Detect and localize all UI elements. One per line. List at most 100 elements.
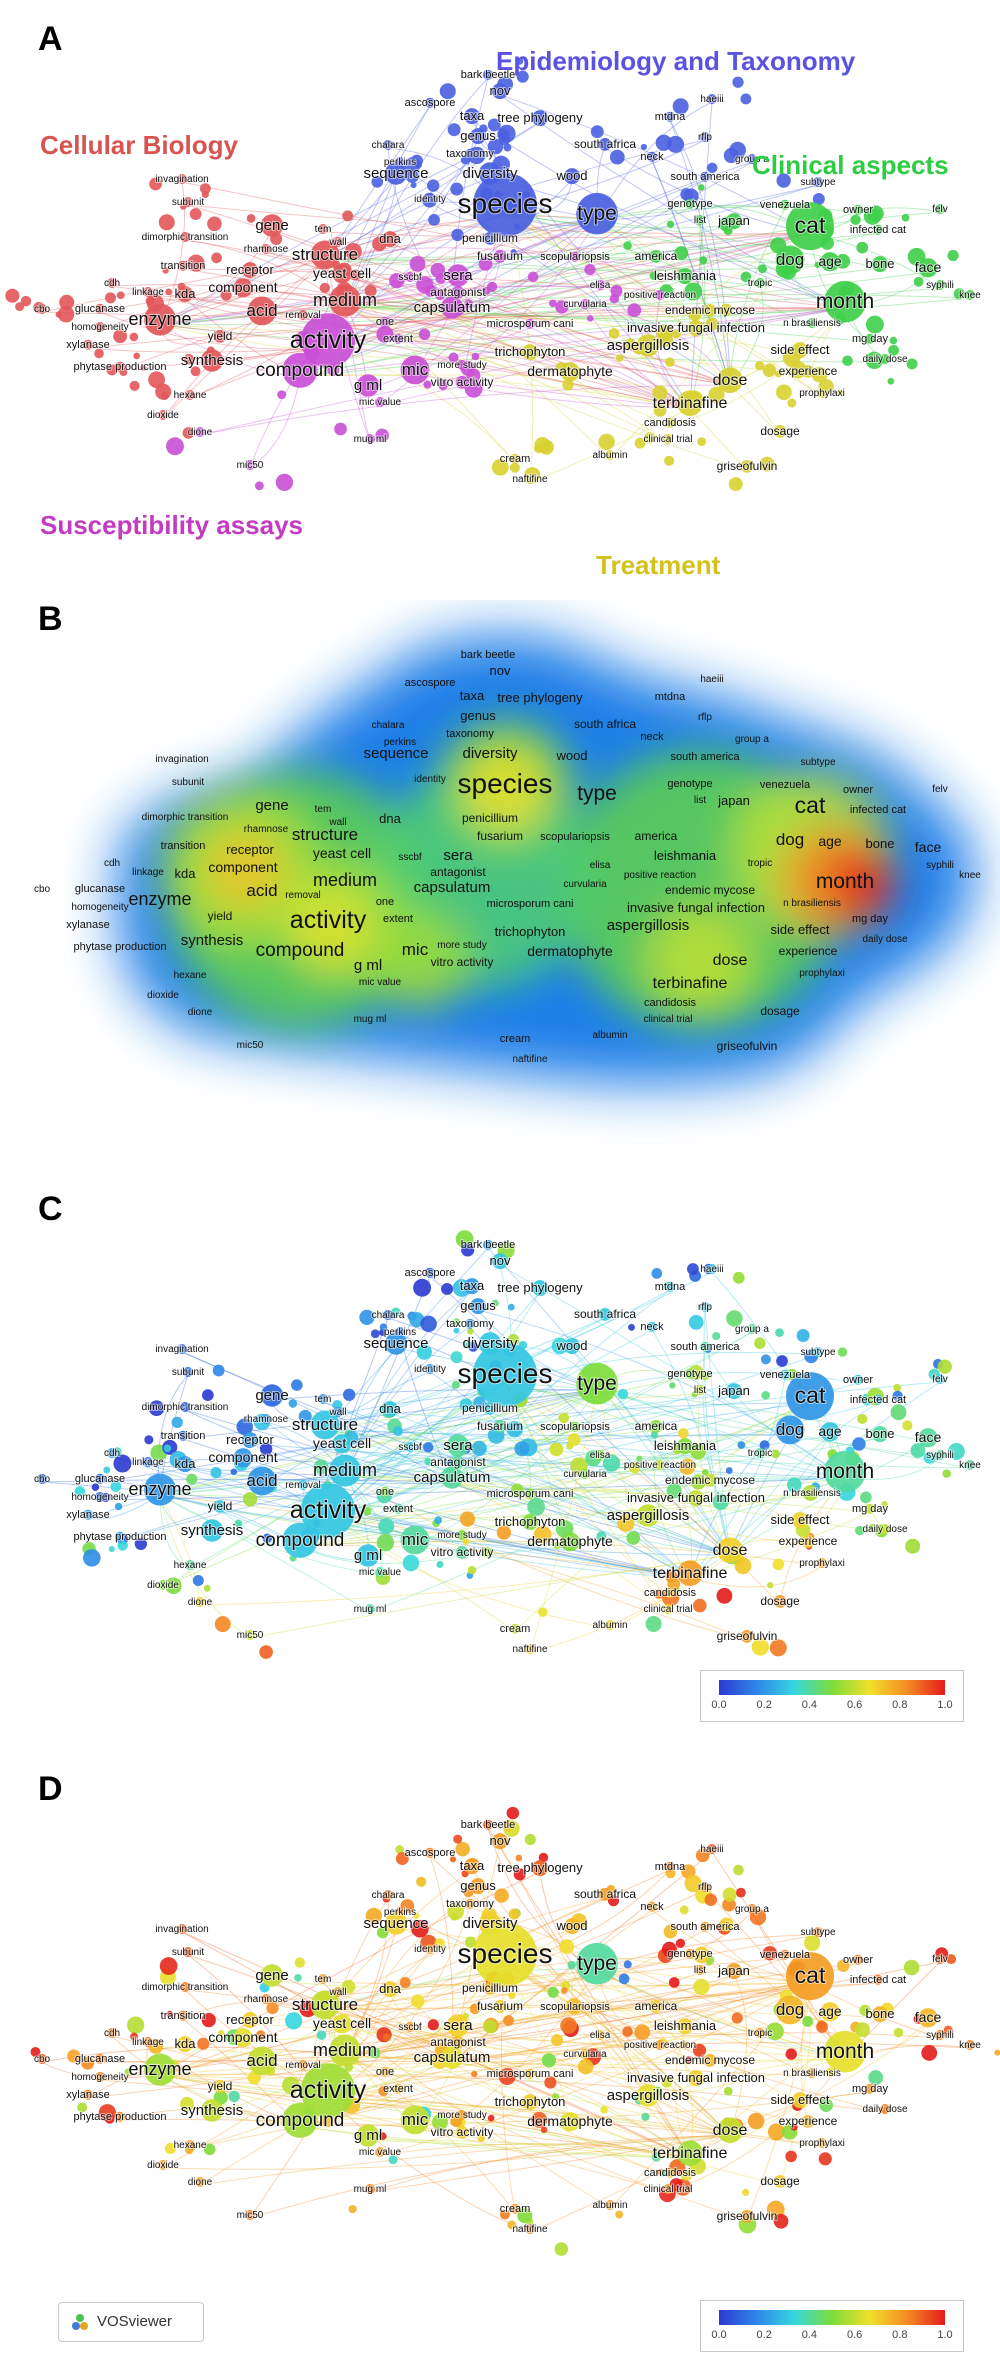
term-label: owner (843, 204, 873, 216)
term-label: more study (437, 1530, 486, 1541)
term-label: haeiii (700, 94, 723, 105)
panel-letter-c: C (38, 1190, 63, 1228)
term-label: medium (313, 870, 377, 890)
term-label: g ml (354, 957, 382, 974)
term-label: dosage (760, 424, 800, 438)
color-scale-tick: 0.8 (892, 1699, 908, 1711)
term-label: transition (161, 840, 206, 852)
term-label: haeiii (700, 1264, 723, 1275)
term-label: south africa (574, 1307, 636, 1321)
term-label: yeast cell (313, 1435, 371, 1451)
term-label: identity (414, 1364, 446, 1375)
term-label: venezuela (760, 1369, 811, 1381)
term-label: bark beetle (461, 1819, 515, 1831)
term-label: antagonist (430, 1455, 486, 1469)
term-label: more study (437, 940, 486, 951)
term-label: extent (383, 1503, 413, 1515)
term-label: taxonomy (446, 728, 494, 740)
term-label: invagination (155, 1924, 208, 1935)
term-label: transition (161, 2010, 206, 2022)
term-label: dna (379, 1981, 401, 1996)
term-label: activity (290, 906, 367, 934)
term-label: n brasiliensis (783, 898, 841, 909)
term-label: endemic mycose (665, 303, 755, 317)
term-label: dimorphic transition (142, 232, 229, 243)
term-label: candidosis (644, 417, 696, 429)
term-label: mic (402, 1530, 429, 1549)
term-label: perkins (384, 1327, 416, 1338)
term-label: knee (959, 870, 981, 881)
term-label: yield (208, 329, 233, 343)
term-label: taxa (460, 108, 485, 123)
term-label: terbinafine (653, 1565, 728, 1582)
term-label: owner (843, 1954, 873, 1966)
term-label: wood (555, 1918, 587, 1933)
term-label: vitro activity (431, 375, 494, 389)
term-label: glucanase (75, 303, 125, 315)
term-label: one (376, 1486, 394, 1498)
term-label: xylanase (66, 2089, 109, 2101)
term-label: kda (175, 1456, 197, 1471)
term-label: rflp (698, 712, 712, 723)
term-label: side effect (770, 922, 829, 937)
term-label: compound (256, 940, 345, 961)
term-label: haeiii (700, 674, 723, 685)
term-label: mg day (852, 1503, 889, 1515)
term-label: synthesis (181, 932, 244, 949)
term-label: antagonist (430, 285, 486, 299)
term-label: sequence (363, 745, 428, 762)
term-label: activity (290, 326, 367, 354)
term-label: leishmania (654, 1438, 717, 1453)
color-scale-tick: 0.8 (892, 2329, 908, 2341)
term-label: owner (843, 1374, 873, 1386)
term-label: side effect (770, 2092, 829, 2107)
term-label: dose (713, 1542, 748, 1559)
term-label: america (635, 249, 678, 263)
term-label: medium (313, 290, 377, 310)
term-label: elisa (590, 860, 611, 871)
term-label: japan (717, 1963, 750, 1978)
term-label: type (577, 202, 617, 225)
term-label: mic50 (237, 460, 264, 471)
term-label: mg day (852, 913, 889, 925)
term-label: yeast cell (313, 265, 371, 281)
term-label: age (818, 253, 842, 269)
color-scale-tick: 0.4 (801, 2329, 818, 2341)
term-label: extent (383, 2083, 413, 2095)
term-label: fusarium (477, 249, 523, 263)
term-label: cbo (34, 2054, 51, 2065)
term-label: elisa (590, 280, 611, 291)
term-label: cream (500, 453, 531, 465)
term-label: dog (776, 830, 804, 849)
term-label: hexane (174, 970, 207, 981)
vosviewer-logo-text: VOSviewer (97, 2313, 173, 2330)
term-label: scopulariopsis (540, 831, 610, 843)
term-label: cat (795, 212, 826, 238)
term-label: felv (932, 784, 948, 795)
term-label: capsulatum (414, 299, 491, 316)
term-label: penicillium (462, 1981, 518, 1995)
vosviewer-icon (72, 2314, 88, 2330)
term-label: enzyme (128, 309, 191, 329)
term-label: nov (490, 663, 511, 678)
term-label: dna (379, 811, 401, 826)
term-label: tem (315, 804, 332, 815)
term-label: venezuela (760, 199, 811, 211)
term-label: mic (402, 360, 429, 379)
term-label: cat (795, 792, 826, 818)
term-label: gene (255, 1387, 288, 1404)
term-label: microsporum cani (487, 898, 574, 910)
term-label: hexane (174, 1560, 207, 1571)
term-label: candidosis (644, 1587, 696, 1599)
term-label: cream (500, 1033, 531, 1045)
color-scale-tick: 0.6 (846, 1699, 863, 1711)
term-label: tree phylogeny (497, 110, 583, 125)
term-label: group a (735, 734, 769, 745)
term-label: infected cat (850, 804, 906, 816)
term-label: microsporum cani (487, 2068, 574, 2080)
term-label: extent (383, 333, 413, 345)
term-label: tree phylogeny (497, 1280, 583, 1295)
term-label: receptor (226, 2012, 274, 2027)
term-label: linkage (132, 287, 164, 298)
term-label: curvularia (563, 879, 607, 890)
